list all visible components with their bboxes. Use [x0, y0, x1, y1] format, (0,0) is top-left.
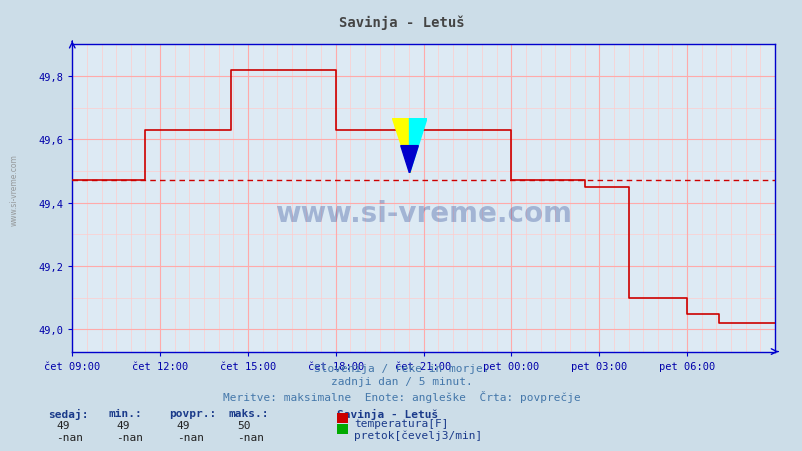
Text: -nan: -nan — [116, 432, 144, 442]
Text: 50: 50 — [237, 420, 250, 430]
Text: -nan: -nan — [237, 432, 264, 442]
Text: 49: 49 — [116, 420, 130, 430]
Text: Savinja - Letuš: Savinja - Letuš — [337, 408, 438, 419]
Text: 49: 49 — [176, 420, 190, 430]
Text: -nan: -nan — [56, 432, 83, 442]
Text: www.si-vreme.com: www.si-vreme.com — [275, 200, 571, 228]
Text: Slovenija / reke in morje.: Slovenija / reke in morje. — [314, 363, 488, 373]
Text: povpr.:: povpr.: — [168, 408, 216, 418]
Text: sedaj:: sedaj: — [48, 408, 88, 419]
Text: min.:: min.: — [108, 408, 142, 418]
Text: 49: 49 — [56, 420, 70, 430]
Text: www.si-vreme.com: www.si-vreme.com — [10, 153, 18, 226]
Text: pretok[čevelj3/min]: pretok[čevelj3/min] — [354, 430, 482, 440]
Text: zadnji dan / 5 minut.: zadnji dan / 5 minut. — [330, 377, 472, 387]
Text: Meritve: maksimalne  Enote: angleške  Črta: povprečje: Meritve: maksimalne Enote: angleške Črta… — [222, 390, 580, 402]
Text: maks.:: maks.: — [229, 408, 269, 418]
Text: Savinja - Letuš: Savinja - Letuš — [338, 16, 464, 30]
Text: -nan: -nan — [176, 432, 204, 442]
Text: temperatura[F]: temperatura[F] — [354, 418, 448, 428]
